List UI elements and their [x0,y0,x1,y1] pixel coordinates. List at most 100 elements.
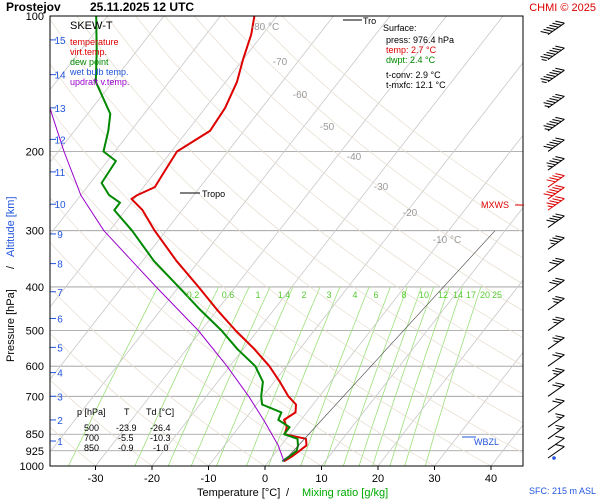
wind-barb-staff [547,95,565,109]
wind-barb-staff [547,259,565,273]
table-cell: 500 [84,423,99,433]
y-axis-label: Pressure [hPa] [5,289,17,362]
legend-dew-point: dew point [70,57,109,67]
wind-barb-flag [555,173,565,177]
wind-barb-flag [552,158,562,162]
wind-barb-staff [547,354,565,367]
dry-adiabat-line [135,16,523,339]
wind-barb-half [553,372,559,375]
isotherm-line [434,351,523,466]
wind-barb-flag [555,382,565,386]
isotherm-line [50,16,334,381]
wind-barb-staff [547,158,565,171]
isotherm-label: -80 °C [251,22,279,33]
surface-temp: temp: 2.7 °C [386,45,437,55]
legend-virt-temp: virt.temp. [70,47,107,57]
wind-barb [543,93,565,109]
wind-barb-flag [552,400,562,404]
dry-adiabat-line [50,197,379,466]
mixing-ratio-line [268,286,341,466]
altitude-tick-label: 6 [57,314,63,325]
dry-adiabat-line [50,379,153,466]
wind-barb-flag [555,93,565,97]
mixing-ratio-label: 14 [453,290,463,300]
wind-barb-half [553,340,559,343]
table-cell: -26.4 [150,423,171,433]
mixing-ratio-line [167,286,250,466]
series-line-updraft-v-temp [50,106,285,462]
wind-barb-flag [555,137,565,141]
wind-barbs [540,20,565,460]
wind-barb-half [547,205,553,208]
wind-barb-flag [540,30,550,34]
wind-barb-flag [555,413,565,417]
wind-barb-half [544,105,550,108]
wind-barb-staff [547,215,565,228]
wind-barb-flag [540,78,550,82]
isotherm-line [50,16,165,163]
dry-adiabat-line [164,16,523,312]
table-header-p: p [hPa] [77,407,106,417]
mixing-ratio-line [324,286,391,466]
sfc-label: SFC: 215 m ASL [529,486,596,496]
wind-barb-flag [552,237,562,241]
wind-barb-flag [549,189,559,193]
isotherm-line [151,16,504,466]
dry-adiabat-line [76,16,523,395]
table-cell: 850 [84,443,99,453]
x-tick-label: 0 [262,473,268,485]
wind-barb [547,413,565,428]
wind-barb [540,45,565,62]
dry-adiabat-line [252,16,523,233]
mixing-ratio-line [358,286,422,466]
wind-barb [547,352,565,367]
wind-barb-flag [549,24,559,28]
wind-barb-flag [546,179,556,183]
legend-title: SKEW-T [70,20,113,32]
surface-info: Surface: press: 976.4 hPa temp: 2.7 °C d… [383,23,454,90]
y-tick-label: 200 [26,146,44,158]
mixing-ratio-label: 17 [466,290,476,300]
y-axis-separator: / [5,265,17,269]
wind-barb-staff [547,69,565,83]
wind-barb [540,67,565,84]
legend-updraft: updraft v.temp. [70,77,129,87]
wind-barb [547,316,565,331]
surface-tmxfc: t-mxfc: 12.1 °C [386,80,446,90]
wind-barb-flag [546,143,556,147]
wind-barb-half [550,242,556,245]
wind-barb-flag [546,219,556,223]
wind-barb-flag [543,102,553,106]
x-tick-label: -10 [201,473,217,485]
wind-barb-flag [549,98,559,102]
wind-barb-flag [555,435,565,439]
wind-barb-flag [555,196,565,200]
wind-barb-flag [552,118,562,122]
wind-barb [547,424,565,440]
dry-adiabat-line [281,16,523,208]
wind-barb-half [553,321,559,324]
wind-barb-flag [549,217,559,221]
altitude-tick-label: 15 [54,36,66,47]
series-line-dew-point [94,16,299,463]
isotherm-line [264,134,523,466]
dry-adiabat-line [50,63,523,454]
isotherm-line [377,279,523,466]
table-cell: 700 [84,433,99,443]
wind-barb [547,257,565,273]
mxws-label: MXWS [481,200,509,210]
table-cell: -1.0 [153,443,169,453]
wind-barb-flag [546,123,556,127]
wind-barb-flag [555,20,565,24]
wind-barb-flag [546,191,556,195]
series-layer [50,16,496,463]
wind-barb [543,184,565,200]
isotherm-line [208,62,523,466]
legend-wet-bulb: wet bulb temp. [69,67,129,77]
wind-barb-flag [543,76,553,80]
datetime-title: 25.11.2025 12 UTC [90,0,194,14]
wind-barb-staff [547,446,565,459]
wind-barb-flag [555,235,565,239]
wind-barb-flag [543,125,553,129]
wind-barb-staff [547,426,565,440]
